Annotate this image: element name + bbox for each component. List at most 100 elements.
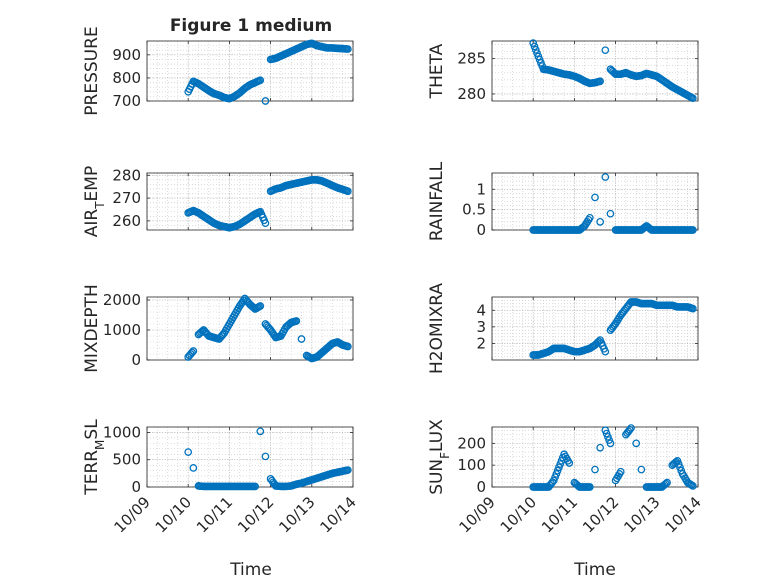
y-tick-label: 2 [476,334,486,352]
y-axis-label: MIXDEPTH [82,284,102,373]
data-point [625,425,634,434]
y-tick-label: 0 [476,478,486,496]
data-point [596,443,605,452]
axes-box [491,296,699,361]
data-point [585,213,594,222]
y-axis-label: PRESSURE [82,26,102,115]
data-series [529,424,697,491]
data-point [251,482,259,491]
data-point [343,466,352,474]
data-point [261,97,270,105]
data-point [632,439,641,448]
figure-title: Figure 1 medium [170,16,332,36]
axes-box [491,40,699,102]
axes-box [491,172,699,231]
data-point [627,424,635,432]
axes-layer: 700 800 900 PRESSURE 280 285 THETA 260 270 280 AIR… [82,26,705,536]
data-point [591,193,599,202]
data-point [531,45,540,54]
time-xlabel-left: Time [229,560,272,580]
y-tick-label: 285 [457,50,486,68]
y-tick-label: 280 [457,85,486,103]
data-point [601,347,610,356]
axes-box [146,172,354,231]
y-axis-label: THETA [427,43,447,99]
y-tick-label: 800 [112,69,141,87]
time-xlabel-right: Time [573,560,616,580]
data-point [256,427,265,436]
data-series [184,39,352,105]
y-axis-label: SUNFLUX [427,419,452,495]
data-point [616,467,625,476]
subplot-pressure: 700 800 900 PRESSURE [82,26,354,116]
data-point [688,94,697,103]
data-point [261,219,270,228]
y-tick-label: 280 [112,166,141,184]
data-point [606,209,615,218]
subplot-theta: 280 285 THETA [427,39,699,103]
y-tick-label: 260 [112,212,141,230]
data-point [529,39,538,47]
data-point [565,459,574,467]
data-point [585,483,594,491]
data-series [184,427,352,491]
axes-box [491,426,699,488]
data-point [606,439,615,448]
data-point [256,76,265,85]
y-tick-label: 1 [476,180,486,198]
data-point [533,49,541,58]
data-point [596,77,605,86]
data-point [297,335,306,343]
data-point [343,187,352,196]
data-series [529,298,697,359]
subplot-air-temp: 260 270 280 AIRTEMP [82,166,354,237]
data-point [256,302,265,310]
y-tick-label: 0.5 [462,201,486,219]
data-point [184,448,193,456]
y-tick-label: 270 [112,189,141,207]
data-point [637,465,646,474]
axes-box [146,296,354,361]
y-tick-label: 0 [476,221,486,239]
y-axis-label: TERRMSL [82,419,107,496]
y-tick-label: 200 [457,434,486,452]
y-tick-label: 3 [476,318,486,336]
subplot-h2omixra: 234 H2OMIXRA [427,283,699,374]
data-point [688,482,697,490]
y-tick-label: 0 [131,351,141,369]
y-axis-label: AIRTEMP [82,166,107,237]
data-point [343,45,352,53]
y-tick-label: 2000 [103,291,141,309]
minor-grid [491,41,699,102]
data-point [261,452,270,461]
y-tick-label: 1000 [103,423,141,441]
data-point [591,465,599,474]
y-tick-label: 900 [112,46,141,64]
data-point [688,226,697,234]
data-series [529,173,697,234]
y-tick-label: 100 [457,456,486,474]
y-tick-label: 0 [131,478,141,496]
y-tick-label: 4 [476,301,486,319]
subplot-rainfall: 0 0.5 1 RAINFALL [427,161,699,241]
data-point [601,173,610,181]
data-point [292,317,301,325]
data-point [663,478,671,487]
minor-grid [491,427,699,488]
data-series [529,39,697,103]
y-axis-label: H2OMIXRA [427,283,447,374]
data-series [184,175,352,232]
y-tick-label: 1000 [103,321,141,339]
data-point [189,464,198,472]
y-tick-label: 500 [112,451,141,469]
data-point [189,347,198,355]
data-point [601,46,610,55]
data-point [661,479,670,488]
axes-box [146,40,354,102]
data-point [188,348,196,357]
data-point [596,218,605,226]
data-point [343,342,352,351]
y-axis-label: RAINFALL [427,161,447,241]
